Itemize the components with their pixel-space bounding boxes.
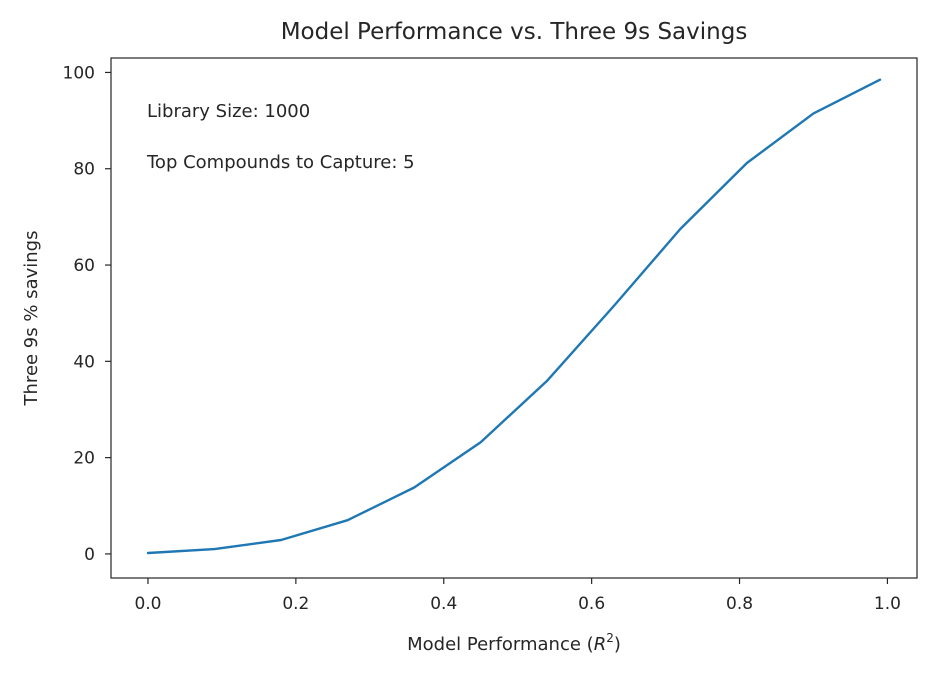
y-tick-label: 40 [73,352,95,372]
y-tick-label: 20 [73,449,95,469]
series-line [146,78,882,555]
x-tick-label: 0.4 [430,594,457,614]
y-tick-label: 100 [63,63,95,83]
x-axis-label: Model Performance (R2) [407,631,621,655]
series-group [146,78,882,555]
annotation-library-size: Library Size: 1000 [147,101,310,122]
y-tick-label: 80 [73,160,95,180]
x-tick-label: 0.0 [134,594,161,614]
y-axis-label: Three 9s % savings [21,231,42,407]
annotation-top-compounds: Top Compounds to Capture: 5 [146,152,415,173]
chart-title: Model Performance vs. Three 9s Savings [281,19,748,45]
x-tick-label: 0.6 [578,594,605,614]
y-tick-label: 0 [84,545,95,565]
x-tick-label: 0.8 [726,594,753,614]
y-tick-label: 60 [73,256,95,276]
x-axis: 0.0 0.2 0.4 0.6 0.8 1.0 [134,578,901,614]
plot-frame [110,57,918,579]
y-axis: 0 20 40 60 80 100 [63,63,111,565]
x-tick-label: 0.2 [282,594,309,614]
x-tick-label: 1.0 [874,594,901,614]
